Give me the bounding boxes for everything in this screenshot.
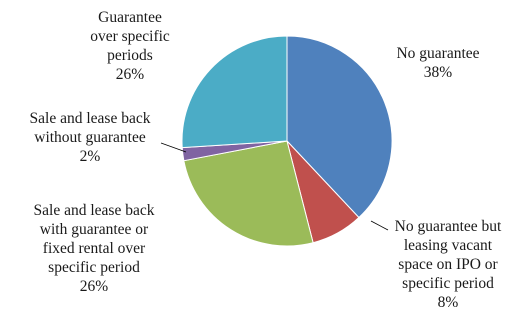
leader-line [160,142,187,153]
data-label-text-line: Sale and lease back [34,202,155,219]
data-label-no-guarantee-vacant-space: No guarantee but leasing vacant space on I… [395,218,502,311]
data-label-text-line: No guarantee [396,45,479,62]
slice-guarantee-specific-periods [181,35,288,149]
pie-slices [181,35,393,247]
data-label-percent: 2% [80,148,101,165]
data-label-text-line: over specific [90,28,170,45]
data-labels: No guarantee 38% No guarantee but leasing v… [30,9,503,311]
data-label-text-line: with guarantee or [40,221,149,238]
data-label-text-line: space on IPO or [398,256,498,273]
data-label-text-line: Guarantee [98,9,162,26]
data-label-sale-leaseback-without-guarantee: Sale and lease back without guarantee 2% [30,110,151,165]
data-label-text-line: specific period [402,275,494,292]
data-label-text-line: leasing vacant [404,237,493,254]
data-label-text-line: specific period [48,259,140,276]
data-label-text-line: No guarantee but [395,218,502,235]
data-label-no-guarantee: No guarantee 38% [396,45,479,81]
data-label-percent: 26% [80,278,109,295]
data-label-text-line: periods [107,47,153,64]
leader-line [370,220,389,231]
data-label-percent: 26% [116,66,145,83]
leader-lines [160,142,389,231]
data-label-guarantee-specific-periods: Guarantee over specific periods 26% [90,9,170,83]
data-label-text-line: Sale and lease back [30,110,151,127]
data-label-text-line: without guarantee [34,129,146,146]
data-label-text-line: fixed rental over [43,240,146,257]
slice-no-guarantee [286,35,393,219]
slice-sale-leaseback-with-guarantee [183,140,314,247]
data-label-percent: 8% [438,294,459,311]
data-label-sale-leaseback-with-guarantee: Sale and lease back with guarantee or fixe… [34,202,155,295]
data-label-percent: 38% [424,64,453,81]
